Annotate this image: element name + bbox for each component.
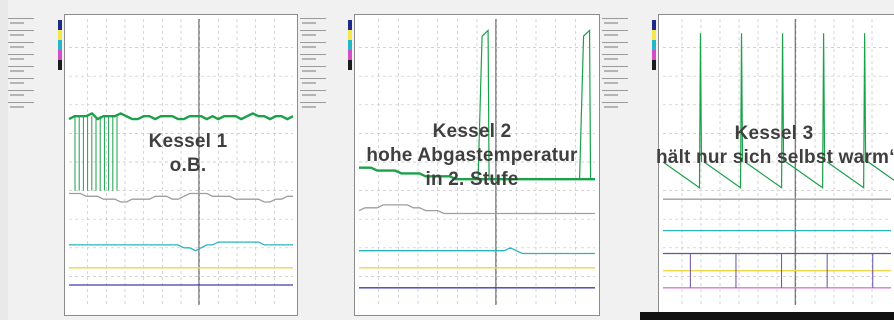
series-sawtooth (744, 33, 785, 189)
caption-line: in 2. Stufe (425, 169, 519, 190)
legend-list (602, 18, 628, 114)
series-line-green (68, 111, 294, 121)
series-spike (477, 29, 490, 180)
plot-area (354, 14, 600, 316)
legend-entry (8, 90, 34, 100)
series-sawtooth (826, 33, 867, 189)
series-line-cyan (359, 247, 595, 255)
chart-caption: Kessel 3 hält nur sich selbst warm“ (656, 122, 894, 170)
series-color-swatch (652, 40, 656, 50)
series-sawtooth (703, 33, 744, 189)
legend-entry (602, 18, 628, 28)
chart-panel-kessel-3: Kessel 3 hält nur sich selbst warm“ (602, 0, 894, 320)
legend-list (300, 18, 326, 114)
legend-list (8, 18, 34, 114)
plot-area (658, 14, 894, 316)
series-color-swatch (348, 30, 352, 40)
legend-entry (300, 18, 326, 28)
series-color-swatch (58, 60, 62, 70)
series-sawtooth (867, 161, 894, 181)
caption-line: hält nur sich selbst warm“ (656, 147, 894, 168)
legend-entry (602, 90, 628, 100)
legend-entry (602, 30, 628, 40)
legend-entry (300, 66, 326, 76)
series-color-swatch (348, 20, 352, 30)
series-color-swatch (58, 50, 62, 60)
legend-entry (8, 30, 34, 40)
series-color-swatch (652, 30, 656, 40)
series-line-gray (358, 204, 595, 215)
series-color-swatch (58, 40, 62, 50)
legend-entry (602, 78, 628, 88)
series-color-swatch (348, 50, 352, 60)
chart-panel-kessel-1: Kessel 1 o.B. (8, 0, 300, 320)
chart-svg (68, 19, 294, 305)
chart-caption: Kessel 2 hohe Abgastemperatur in 2. Stuf… (352, 120, 592, 192)
legend-entry (300, 90, 326, 100)
series-color-strip (58, 20, 62, 100)
series-line-green (359, 166, 595, 181)
legend-entry (300, 78, 326, 88)
series-color-swatch (652, 50, 656, 60)
caption-line: Kessel 2 (432, 121, 512, 142)
series-line-cyan (69, 241, 293, 252)
chart-svg (662, 19, 894, 305)
legend-entry (300, 30, 326, 40)
legend-entry (8, 78, 34, 88)
series-sawtooth (662, 33, 703, 189)
bottom-black-bar (640, 312, 894, 320)
legend-entry (8, 18, 34, 28)
caption-line: Kessel 1 (148, 131, 228, 152)
caption-line: o.B. (169, 155, 207, 176)
chart-caption: Kessel 1 o.B. (128, 130, 248, 178)
legend-entry (300, 54, 326, 64)
series-color-swatch (652, 60, 656, 70)
legend-entry (8, 66, 34, 76)
legend-entry (602, 102, 628, 112)
chart-svg (358, 19, 595, 305)
legend-entry (602, 42, 628, 52)
legend-entry (602, 66, 628, 76)
caption-line: Kessel 3 (734, 123, 814, 144)
plot-area (64, 14, 298, 316)
series-color-strip (652, 20, 656, 100)
legend-entry (602, 54, 628, 64)
legend-entry (8, 42, 34, 52)
legend-entry (8, 54, 34, 64)
series-color-swatch (348, 60, 352, 70)
series-color-strip (348, 20, 352, 100)
chart-panel-kessel-2: Kessel 2 hohe Abgastemperatur in 2. Stuf… (300, 0, 602, 320)
series-color-swatch (652, 20, 656, 30)
legend-entry (300, 42, 326, 52)
legend-entry (300, 102, 326, 112)
caption-line: hohe Abgastemperatur (366, 145, 578, 166)
series-color-swatch (348, 40, 352, 50)
series-color-swatch (58, 20, 62, 30)
legend-entry (8, 102, 34, 112)
series-sawtooth (785, 33, 826, 189)
series-line-gray (69, 192, 293, 203)
series-spike (578, 29, 592, 180)
series-color-swatch (58, 30, 62, 40)
